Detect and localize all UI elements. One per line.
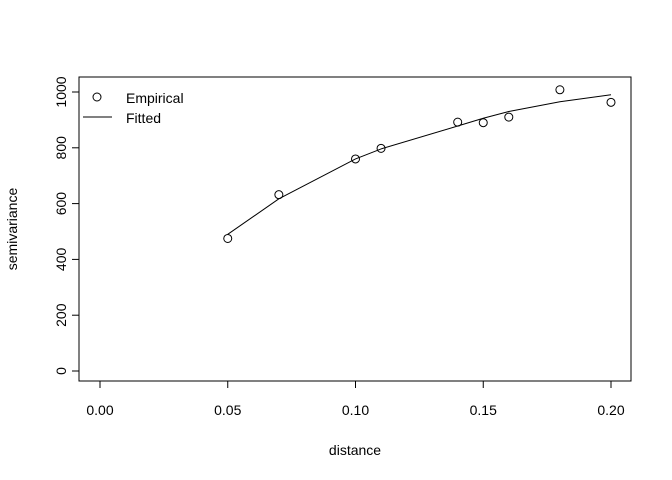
fitted-line bbox=[227, 94, 612, 235]
y-axis: 0 200 400 600 800 1000 bbox=[53, 76, 80, 375]
plot-marks bbox=[223, 85, 616, 243]
plot-box bbox=[78, 76, 632, 382]
x-tick-label: 0.10 bbox=[342, 402, 369, 418]
empirical-point bbox=[555, 85, 565, 95]
x-tick-label: 0.05 bbox=[214, 402, 241, 418]
x-tick-label: 0.20 bbox=[597, 402, 624, 418]
y-tick-label: 200 bbox=[53, 303, 69, 327]
empirical-point bbox=[606, 97, 616, 107]
y-tick-label: 400 bbox=[53, 248, 69, 272]
x-axis-label: distance bbox=[329, 442, 381, 458]
y-tick-label: 600 bbox=[53, 192, 69, 216]
y-tick-label: 0 bbox=[53, 367, 69, 375]
empirical-point bbox=[478, 118, 488, 128]
empirical-point bbox=[504, 112, 514, 122]
y-axis-label: semivariance bbox=[4, 188, 20, 271]
legend-empirical-label: Empirical bbox=[126, 90, 184, 106]
empirical-point bbox=[376, 143, 386, 153]
empirical-point bbox=[351, 154, 360, 164]
legend: Empirical Fitted bbox=[83, 90, 184, 126]
y-tick-label: 1000 bbox=[53, 76, 69, 107]
legend-fitted-label: Fitted bbox=[126, 110, 161, 126]
x-tick-label: 0.15 bbox=[470, 402, 497, 418]
x-tick-label: 0.00 bbox=[86, 402, 113, 418]
y-tick-label: 800 bbox=[53, 136, 69, 160]
legend-empirical-marker bbox=[92, 92, 102, 102]
empirical-point bbox=[223, 233, 233, 243]
x-axis: 0.00 0.05 0.10 0.15 0.20 bbox=[86, 380, 625, 418]
